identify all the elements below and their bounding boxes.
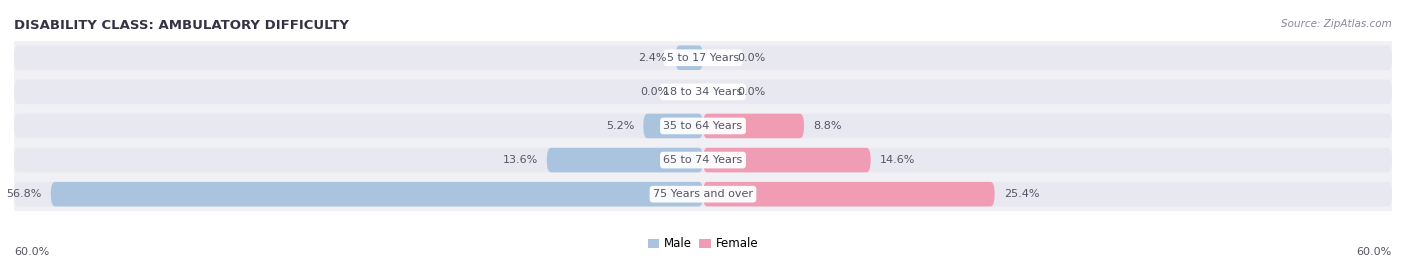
FancyBboxPatch shape xyxy=(51,182,703,206)
Text: Source: ZipAtlas.com: Source: ZipAtlas.com xyxy=(1281,19,1392,29)
FancyBboxPatch shape xyxy=(14,46,1392,70)
FancyBboxPatch shape xyxy=(547,148,703,172)
FancyBboxPatch shape xyxy=(14,177,1392,211)
FancyBboxPatch shape xyxy=(703,148,870,172)
Text: 8.8%: 8.8% xyxy=(813,121,842,131)
FancyBboxPatch shape xyxy=(14,80,1392,104)
Text: 5 to 17 Years: 5 to 17 Years xyxy=(666,53,740,63)
Text: 35 to 64 Years: 35 to 64 Years xyxy=(664,121,742,131)
FancyBboxPatch shape xyxy=(675,46,703,70)
FancyBboxPatch shape xyxy=(703,114,804,138)
Text: 13.6%: 13.6% xyxy=(502,155,537,165)
Text: 0.0%: 0.0% xyxy=(640,87,669,97)
FancyBboxPatch shape xyxy=(644,114,703,138)
FancyBboxPatch shape xyxy=(14,143,1392,177)
Text: 25.4%: 25.4% xyxy=(1004,189,1039,199)
Text: 0.0%: 0.0% xyxy=(738,87,766,97)
Text: 18 to 34 Years: 18 to 34 Years xyxy=(664,87,742,97)
FancyBboxPatch shape xyxy=(14,148,1392,172)
FancyBboxPatch shape xyxy=(703,182,994,206)
Text: 14.6%: 14.6% xyxy=(880,155,915,165)
FancyBboxPatch shape xyxy=(14,41,1392,75)
FancyBboxPatch shape xyxy=(14,182,1392,206)
FancyBboxPatch shape xyxy=(14,114,1392,138)
Text: 65 to 74 Years: 65 to 74 Years xyxy=(664,155,742,165)
Text: 56.8%: 56.8% xyxy=(6,189,42,199)
Text: DISABILITY CLASS: AMBULATORY DIFFICULTY: DISABILITY CLASS: AMBULATORY DIFFICULTY xyxy=(14,19,349,32)
Text: 0.0%: 0.0% xyxy=(738,53,766,63)
Text: 2.4%: 2.4% xyxy=(638,53,666,63)
Text: 5.2%: 5.2% xyxy=(606,121,634,131)
FancyBboxPatch shape xyxy=(14,75,1392,109)
Text: 75 Years and over: 75 Years and over xyxy=(652,189,754,199)
Legend: Male, Female: Male, Female xyxy=(643,233,763,255)
Text: 60.0%: 60.0% xyxy=(14,247,49,257)
Text: 60.0%: 60.0% xyxy=(1357,247,1392,257)
FancyBboxPatch shape xyxy=(14,109,1392,143)
